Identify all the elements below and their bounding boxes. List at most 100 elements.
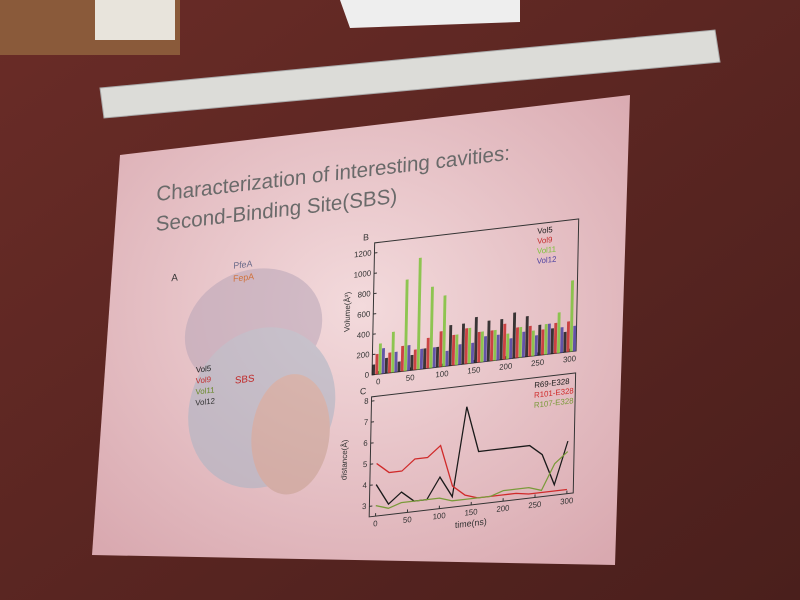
x-tick-label: 150	[464, 507, 478, 518]
bar	[384, 357, 388, 374]
bar	[521, 331, 526, 358]
y-tick-label: 5	[363, 460, 368, 470]
line	[375, 406, 569, 506]
x-tick-label: 100	[433, 511, 447, 522]
y-tick-label: 600	[357, 309, 371, 320]
x-axis-label: time(ns)	[455, 516, 487, 530]
bar	[556, 312, 561, 354]
line	[376, 444, 567, 499]
bar	[426, 337, 430, 369]
bar	[569, 280, 574, 352]
bar	[429, 286, 434, 369]
bar	[544, 323, 548, 355]
bar	[553, 322, 558, 354]
y-tick-label: 7	[364, 417, 369, 427]
y-tick-label: 800	[358, 289, 372, 300]
bar	[474, 316, 478, 363]
bar	[432, 347, 436, 368]
y-tick-label: 0	[365, 370, 370, 380]
bar	[391, 331, 395, 373]
panel-label: A	[171, 272, 178, 284]
protein-label: PfeA	[233, 259, 252, 271]
bar	[512, 312, 517, 359]
volume-label: Vol5	[196, 364, 212, 375]
x-tick-label: 200	[499, 361, 513, 372]
bar	[378, 343, 382, 375]
bar	[518, 326, 523, 358]
bar	[496, 334, 500, 361]
legend-entry: Vol12	[537, 254, 557, 265]
panel-label: B	[363, 232, 369, 243]
legend-entry: R69-E328	[534, 377, 570, 390]
x-tick-label: 200	[496, 503, 510, 514]
bar	[493, 329, 497, 361]
x-tick-label: 150	[467, 365, 481, 376]
bar	[387, 352, 392, 374]
protein-blob	[251, 374, 330, 495]
bar	[509, 338, 513, 359]
bar	[448, 324, 453, 366]
bar	[375, 353, 379, 375]
bar	[531, 330, 535, 357]
bar	[423, 348, 427, 369]
bar	[467, 327, 472, 364]
bar	[394, 351, 398, 373]
y-tick-label: 1200	[354, 248, 372, 259]
bar	[528, 325, 532, 357]
bar	[515, 327, 519, 359]
y-axis-label: distance(Å)	[340, 439, 350, 481]
protein-label: FepA	[233, 271, 254, 284]
y-tick-label: 3	[362, 502, 367, 512]
bar	[489, 330, 494, 362]
bar	[458, 344, 462, 365]
x-tick-label: 300	[560, 496, 574, 507]
bar	[442, 295, 447, 367]
bar	[372, 364, 376, 375]
bar	[445, 350, 449, 367]
x-tick-label: 250	[531, 358, 545, 369]
volume-label: Vol12	[195, 396, 215, 407]
x-tick-label: 100	[435, 369, 449, 380]
x-tick-label: 50	[403, 515, 412, 525]
legend-entry: Vol9	[537, 235, 553, 246]
y-axis-label: Volume(Å³)	[343, 291, 353, 332]
legend-entry: Vol11	[537, 245, 557, 256]
bar	[435, 346, 440, 368]
bar	[413, 349, 417, 371]
bar	[483, 336, 487, 362]
bar	[407, 345, 411, 371]
legend-entry: Vol5	[537, 225, 553, 236]
volume-label: Vol11	[195, 385, 215, 396]
bar	[419, 348, 424, 370]
line	[375, 451, 569, 509]
bar	[499, 318, 504, 360]
x-tick-label: 300	[563, 354, 577, 365]
bar	[454, 334, 459, 366]
bar	[480, 331, 484, 363]
bar	[547, 323, 551, 355]
x-tick-label: 250	[528, 500, 542, 511]
bar	[464, 328, 469, 365]
bar	[438, 331, 443, 368]
bar	[572, 325, 577, 352]
bar	[525, 315, 529, 357]
bar	[566, 321, 570, 353]
y-tick-label: 4	[362, 481, 367, 491]
panel-label: C	[360, 386, 367, 397]
bar	[560, 327, 564, 353]
y-tick-label: 1000	[354, 269, 372, 280]
bar	[461, 323, 465, 365]
screen-housing	[99, 29, 721, 119]
y-tick-label: 8	[364, 396, 369, 406]
bar	[381, 348, 385, 374]
bar	[502, 323, 507, 360]
window	[95, 0, 175, 40]
x-tick-label: 0	[376, 377, 381, 387]
bar	[403, 279, 409, 372]
bar	[540, 329, 545, 356]
bar	[451, 334, 456, 366]
